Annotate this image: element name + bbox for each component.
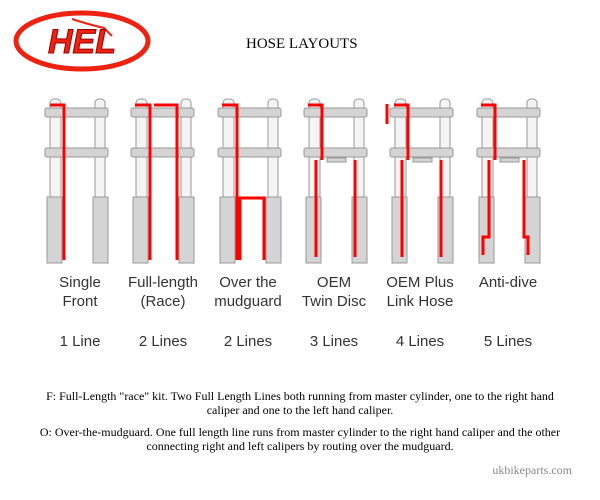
fork-diagram	[303, 98, 368, 264]
label-line-1: Full-length	[127, 274, 199, 291]
line-count: 1 Line	[59, 333, 101, 350]
bottom-yoke	[389, 147, 454, 158]
label-line-1: Single	[59, 274, 101, 291]
bottom-yoke	[476, 147, 541, 158]
note-over-mudguard: O: Over-the-mudguard. One full length li…	[39, 425, 561, 453]
line-count: 2 Lines	[223, 333, 273, 350]
layout-label: Full-length (Race)	[118, 273, 208, 311]
layout-label: Single Front	[35, 273, 125, 311]
left-slider	[391, 196, 408, 264]
brake-hose	[481, 103, 497, 160]
brake-splitter	[499, 157, 520, 163]
brake-splitter	[326, 157, 347, 163]
label-line-1: OEM Plus	[386, 274, 454, 291]
bottom-yoke	[303, 147, 368, 158]
right-slider	[92, 196, 109, 264]
brake-hose	[222, 103, 239, 260]
layout-label: OEM Plus Link Hose	[375, 273, 465, 311]
svg-text:HEL: HEL	[48, 23, 116, 61]
left-slider	[305, 196, 322, 264]
fork-diagram	[44, 98, 109, 264]
top-yoke	[476, 107, 541, 118]
line-count: 3 Lines	[309, 333, 359, 350]
bottom-yoke	[217, 147, 282, 158]
layout-label: Anti-dive	[463, 273, 553, 292]
label-line-2: Link Hose	[386, 293, 454, 310]
label-line-2: Front	[62, 293, 98, 310]
label-line-1: OEM	[316, 274, 352, 291]
brake-hose	[522, 160, 530, 255]
fork-diagram	[476, 98, 541, 264]
fork-diagram	[130, 98, 195, 264]
label-line-2: (Race)	[140, 293, 186, 310]
left-slider	[219, 196, 236, 264]
label-line-2: mudguard	[214, 293, 282, 310]
hose-diagrams	[44, 98, 541, 264]
label-line-1: Over the	[219, 274, 277, 291]
top-yoke	[303, 107, 368, 118]
credit-text: ukbikeparts.com	[492, 463, 572, 477]
note-full-length: F: Full-Length "race" kit. Two Full Leng…	[46, 389, 554, 417]
hel-logo: HEL	[13, 10, 151, 72]
layout-label: Over the mudguard	[203, 273, 293, 311]
left-slider	[132, 196, 149, 264]
line-count: 4 Lines	[395, 333, 445, 350]
top-yoke	[217, 107, 282, 118]
right-slider	[178, 196, 195, 264]
left-slider	[46, 196, 63, 264]
fork-diagram	[385, 98, 454, 264]
top-yoke	[44, 107, 109, 118]
top-yoke	[130, 107, 195, 118]
brake-hose	[154, 103, 179, 260]
right-slider	[265, 196, 282, 264]
line-count: 5 Lines	[483, 333, 533, 350]
bottom-yoke	[130, 147, 195, 158]
label-line-1: Anti-dive	[478, 274, 538, 291]
fork-diagram	[217, 98, 282, 264]
brake-hose	[481, 160, 491, 255]
brake-hose	[238, 196, 266, 260]
label-line-2: Twin Disc	[301, 293, 367, 310]
bottom-yoke	[44, 147, 109, 158]
brake-splitter	[412, 157, 433, 163]
brake-hose	[135, 103, 152, 260]
brake-hose	[394, 103, 410, 160]
page-title: HOSE LAYOUTS	[246, 36, 358, 52]
brake-hose	[308, 103, 324, 160]
layout-label: OEM Twin Disc	[289, 273, 379, 311]
top-yoke	[389, 107, 454, 118]
line-count: 2 Lines	[138, 333, 188, 350]
left-slider	[478, 196, 495, 264]
brake-hose	[50, 103, 66, 260]
